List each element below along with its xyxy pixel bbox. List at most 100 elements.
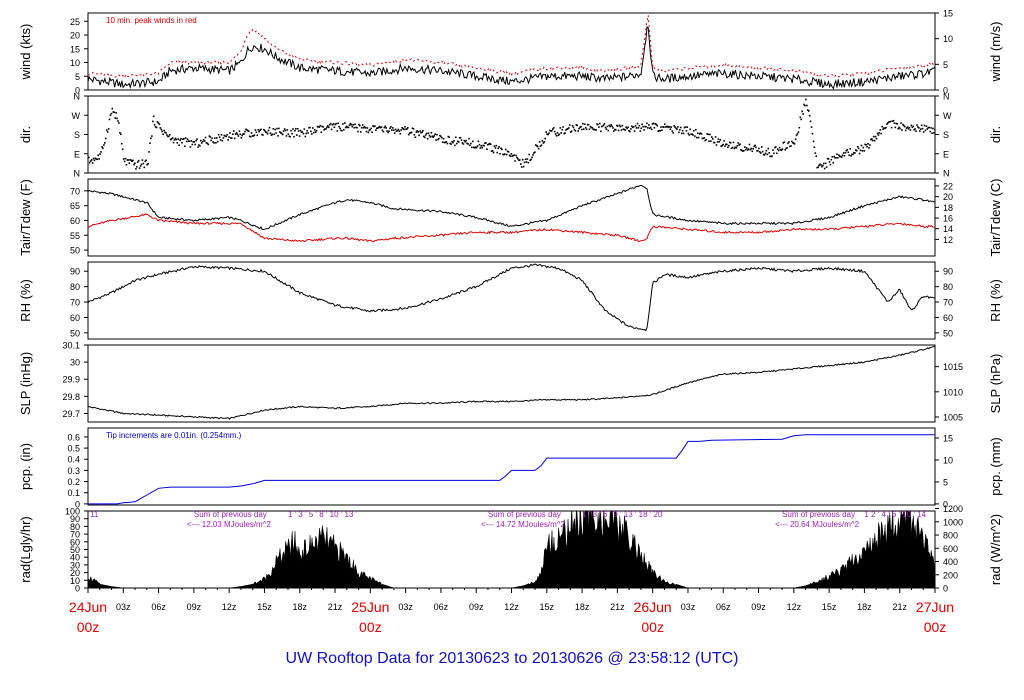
dir-point (128, 162, 131, 164)
dir-point (316, 125, 319, 128)
dir-point (652, 122, 655, 125)
dir-point (775, 146, 777, 148)
dir-point (292, 128, 294, 130)
dir-point (771, 155, 773, 157)
wind-series-1-line (88, 15, 935, 79)
dir-point (922, 131, 925, 133)
dir-point (180, 137, 182, 140)
dir-point (272, 128, 275, 130)
dir-point (426, 138, 429, 140)
dir-point (478, 143, 481, 146)
dir-point (605, 128, 608, 130)
dir-point (501, 148, 503, 151)
dir-point (618, 124, 621, 127)
dir-point (336, 130, 339, 132)
dir-point (626, 127, 628, 130)
dir-point (172, 141, 175, 144)
rad-tick-label-right: 1000 (943, 517, 963, 527)
dir-point (773, 152, 775, 155)
dir-point (629, 130, 631, 133)
dir-point (583, 128, 585, 130)
dir-point (132, 159, 134, 162)
dir-point (740, 149, 742, 151)
dir-point (417, 131, 419, 133)
dir-point (731, 146, 734, 149)
rh-tick-label-left: 70 (70, 298, 80, 308)
rad-tick-label-right: 800 (943, 531, 958, 541)
dir-point (264, 131, 267, 133)
pcp-ylabel-right: pcp. (mm) (988, 437, 1003, 496)
rad-tick-label-right: 200 (943, 570, 958, 580)
dir-point (535, 144, 537, 146)
dir-point (728, 141, 731, 144)
dir-point (350, 123, 353, 126)
temp-series-Tair-line (88, 184, 935, 231)
dir-point (597, 123, 599, 126)
dir-point (291, 132, 293, 135)
dir-point (103, 144, 105, 146)
rad-ylabel-right: rad (W/m^2) (988, 514, 1003, 585)
dir-point (365, 130, 368, 133)
dir-point (463, 139, 466, 142)
dir-point (144, 160, 147, 163)
dir-point (207, 143, 210, 146)
slp-tick-label-left: 30.1 (62, 341, 80, 351)
dir-point (648, 124, 650, 126)
dir-point (409, 132, 412, 134)
dir-point (456, 140, 459, 143)
dir-point (257, 129, 259, 131)
dir-point (562, 126, 564, 128)
dir-point (580, 125, 582, 128)
dir-point (522, 165, 525, 168)
dir-point (657, 130, 659, 132)
dir-point (249, 135, 252, 138)
dir-point (131, 160, 133, 162)
pcp-tick-label-right: 5 (943, 477, 948, 487)
dir-point (696, 132, 699, 135)
dir-point (225, 135, 227, 138)
dir-point (728, 144, 730, 147)
rad-tick-label-left: 30 (70, 560, 80, 570)
dir-point (801, 110, 803, 113)
dir-point (908, 126, 911, 129)
dir-point (614, 128, 616, 131)
dir-point (516, 156, 518, 159)
dir-point (591, 127, 594, 129)
dir-point (635, 127, 638, 129)
dir-point (889, 120, 892, 123)
rad-tick-label-left: 80 (70, 522, 80, 532)
dir-point (360, 131, 362, 133)
rad-tick-label-left: 100 (65, 507, 80, 517)
dir-point (599, 122, 601, 125)
dir-point (301, 131, 304, 133)
dir-point (789, 145, 791, 148)
dir-point (839, 155, 841, 158)
rad-daily-label: 11 (90, 510, 99, 519)
dir-point (367, 131, 370, 134)
dir-point (404, 126, 406, 128)
dir-point (363, 125, 366, 128)
dir-point (689, 128, 691, 131)
dir-point (445, 141, 448, 143)
dir-point (346, 126, 349, 129)
dir-point (352, 123, 355, 126)
dir-point (874, 135, 877, 138)
wind-ylabel-left: wind (kts) (18, 24, 33, 81)
dir-point (193, 141, 195, 143)
dir-point (389, 127, 391, 130)
rh-tick-label-left: 60 (70, 313, 80, 323)
dir-point (569, 131, 572, 133)
dir-point (397, 128, 400, 131)
dir-point (748, 143, 751, 146)
dir-point (903, 125, 906, 128)
wind-tick-label-left: 5 (75, 72, 80, 82)
dir-point (290, 129, 292, 132)
dir-point (726, 143, 728, 146)
dir-point (149, 142, 151, 144)
dir-point (97, 154, 99, 156)
dir-point (869, 144, 871, 146)
dir-point (842, 152, 845, 154)
dir-point (280, 132, 282, 134)
dir-point (848, 154, 850, 156)
